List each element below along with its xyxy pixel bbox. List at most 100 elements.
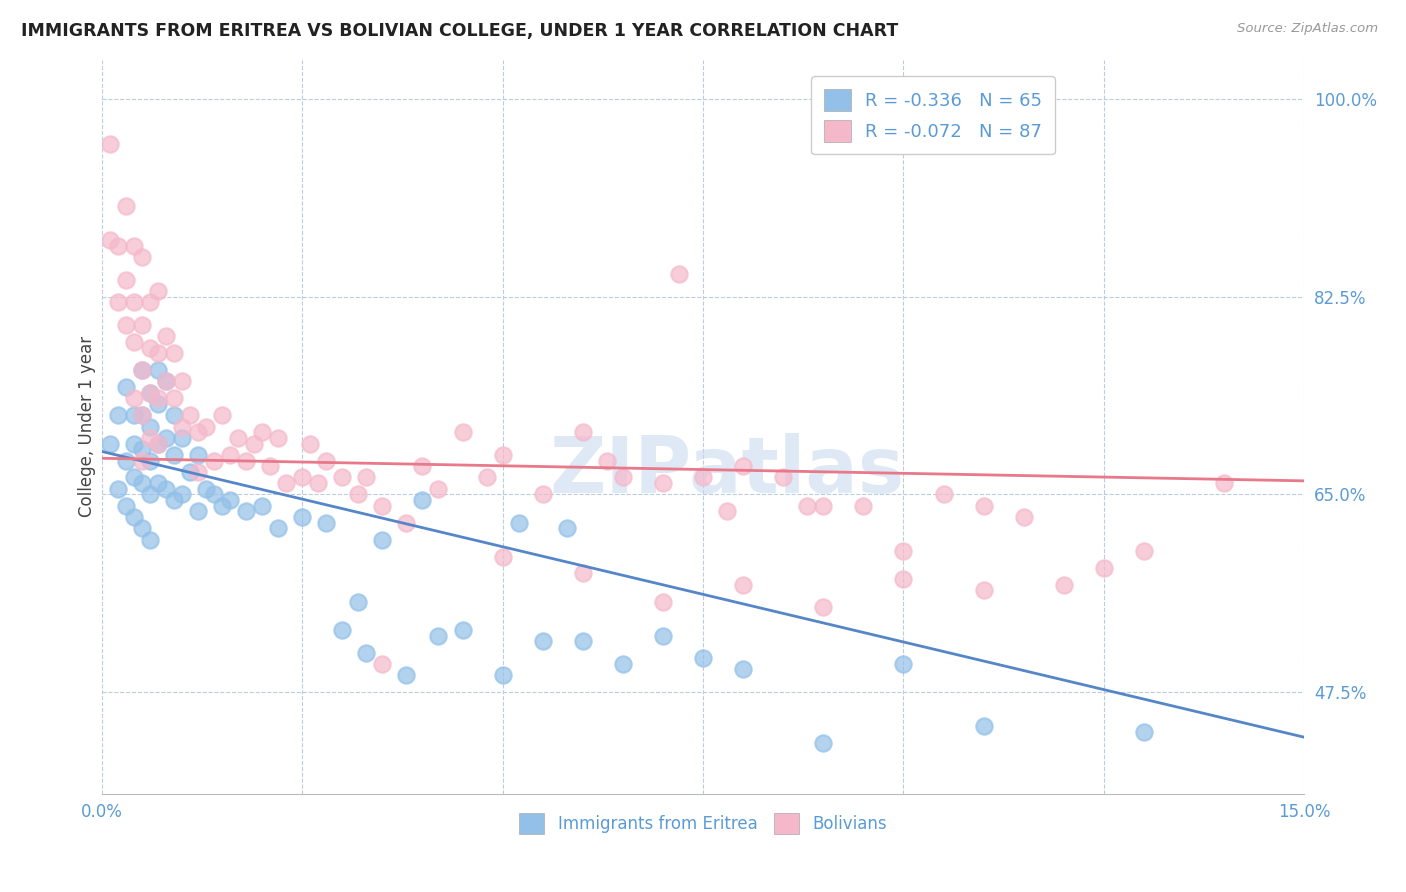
Point (131, 476, 153, 491)
Point (122, 470, 145, 484)
Point (668, 267, 690, 281)
Point (146, 346, 169, 360)
Point (356, 470, 378, 484)
Point (115, 453, 138, 467)
Point (276, 476, 298, 491)
Point (187, 465, 209, 479)
Point (893, 572, 915, 586)
Point (131, 442, 153, 457)
Point (371, 499, 394, 513)
Point (179, 409, 201, 423)
Point (267, 431, 290, 445)
Point (187, 448, 209, 462)
Point (98, 137, 121, 152)
Point (347, 595, 370, 609)
Point (893, 657, 915, 671)
Point (395, 516, 418, 530)
Point (163, 409, 186, 423)
Point (932, 487, 955, 501)
Point (131, 409, 153, 423)
Point (226, 431, 249, 445)
Point (1092, 561, 1115, 575)
Point (347, 487, 370, 501)
Point (146, 436, 169, 450)
Point (115, 199, 138, 213)
Point (491, 448, 513, 462)
Point (98, 436, 121, 450)
Point (652, 595, 675, 609)
Point (235, 453, 257, 467)
Point (122, 510, 145, 524)
Point (155, 329, 177, 343)
Point (571, 566, 593, 581)
Point (652, 629, 675, 643)
Point (146, 392, 169, 406)
Point (219, 493, 242, 508)
Point (139, 385, 162, 400)
Point (692, 651, 714, 665)
Point (211, 499, 233, 513)
Point (259, 459, 281, 474)
Point (299, 436, 322, 450)
Point (139, 533, 162, 547)
Point (122, 334, 145, 349)
Point (163, 493, 186, 508)
Point (371, 533, 394, 547)
Point (291, 470, 314, 484)
Point (307, 476, 329, 491)
Point (170, 375, 193, 389)
Point (596, 453, 619, 467)
Point (202, 487, 225, 501)
Point (451, 425, 474, 440)
Point (170, 419, 193, 434)
Point (146, 476, 169, 491)
Point (973, 583, 995, 598)
Point (163, 448, 186, 462)
Point (427, 482, 450, 496)
Point (427, 629, 450, 643)
Point (411, 493, 433, 508)
Point (330, 470, 353, 484)
Point (1133, 724, 1156, 739)
Point (315, 516, 337, 530)
Point (170, 431, 193, 445)
Text: Source: ZipAtlas.com: Source: ZipAtlas.com (1237, 22, 1378, 36)
Point (395, 668, 418, 682)
Point (146, 397, 169, 411)
Point (179, 465, 201, 479)
Point (652, 476, 675, 491)
Point (195, 482, 218, 496)
Point (716, 504, 738, 518)
Point (1053, 578, 1076, 592)
Point (131, 318, 153, 332)
Point (139, 385, 162, 400)
Point (187, 504, 209, 518)
Point (155, 375, 177, 389)
Point (772, 470, 794, 484)
Point (139, 295, 162, 310)
Point (122, 239, 145, 253)
Point (973, 499, 995, 513)
Point (170, 487, 193, 501)
Point (107, 295, 129, 310)
Point (122, 392, 145, 406)
Point (267, 521, 290, 535)
Point (115, 318, 138, 332)
Point (852, 499, 875, 513)
Point (107, 239, 129, 253)
Point (115, 273, 138, 287)
Point (1213, 476, 1236, 491)
Point (211, 409, 233, 423)
Legend: Immigrants from Eritrea, Bolivians: Immigrants from Eritrea, Bolivians (513, 806, 894, 840)
Point (187, 425, 209, 440)
Point (139, 431, 162, 445)
Y-axis label: College, Under 1 year: College, Under 1 year (79, 336, 96, 517)
Point (115, 499, 138, 513)
Point (315, 453, 337, 467)
Point (250, 499, 273, 513)
Point (131, 521, 153, 535)
Point (155, 482, 177, 496)
Point (243, 436, 266, 450)
Point (291, 510, 314, 524)
Point (107, 409, 129, 423)
